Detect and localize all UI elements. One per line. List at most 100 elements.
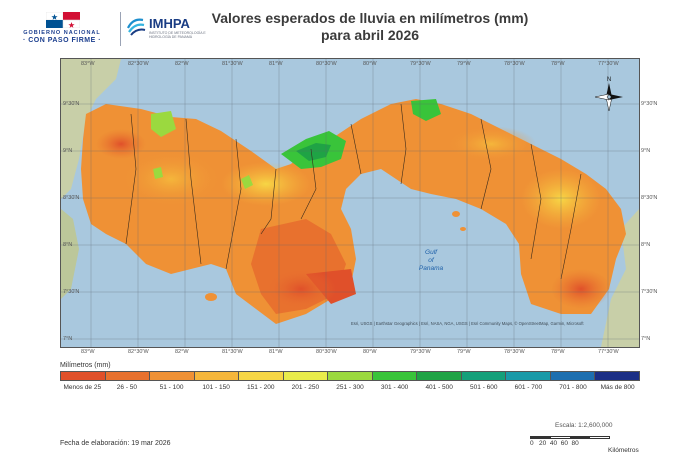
red-darien [551, 269, 611, 309]
top-tick-label: 77°30'W [598, 61, 619, 67]
province-boundaries [125, 103, 582, 280]
left-tick-label: 8°30'N [63, 195, 80, 201]
legend-swatch [328, 372, 373, 380]
right-tick-label: 9°30'N [641, 101, 658, 107]
header: GOBIERNO NACIONAL · CON PASO FIRME · IMH… [0, 0, 699, 58]
legend-label: 51 - 100 [159, 384, 184, 391]
scale-bar-graphic [530, 436, 610, 439]
top-tick-label: 83°W [81, 61, 95, 67]
green-central-dot [241, 175, 253, 189]
legend-label: 201 - 250 [291, 384, 320, 391]
flag-icon [46, 12, 80, 28]
graticule [61, 59, 639, 347]
gulf-label-1: Gulf [425, 249, 438, 256]
scale-numbers: 0 20 40 60 80 [530, 440, 579, 447]
bottom-tick-label: 80°W [363, 349, 377, 355]
top-tick-label: 80°30'W [316, 61, 337, 67]
left-tick-label: 9°N [63, 148, 73, 154]
bottom-tick-label: 81°W [269, 349, 283, 355]
top-tick-label: 78°W [551, 61, 565, 67]
bottom-tick-label: 82°W [175, 349, 189, 355]
bottom-tick-label: 81°30'W [222, 349, 243, 355]
top-tick-label: 80°W [363, 61, 377, 67]
legend-swatch [61, 372, 106, 380]
legend-swatch [194, 372, 240, 380]
map-frame: Gulf of Panama Esri, USGS | Earthstar Ge… [60, 58, 640, 348]
legend-label: Más de 800 [600, 384, 635, 391]
bottom-tick-label: 80°30'W [316, 349, 337, 355]
panama-rainfall-map: Gulf of Panama Esri, USGS | Earthstar Ge… [61, 59, 639, 347]
legend-label: 701 - 800 [559, 384, 587, 391]
scale-unit: Kilómetros [608, 447, 639, 454]
right-tick-label: 7°N [641, 336, 651, 342]
coiba-island [205, 293, 217, 301]
legend-swatch [150, 372, 195, 380]
legend-label: 601 - 700 [514, 384, 543, 391]
gov-logo-line1: GOBIERNO NACIONAL [23, 30, 101, 36]
left-tick-label: 9°30'N [63, 101, 80, 107]
top-tick-label: 79°W [457, 61, 471, 67]
green-bocas [151, 111, 176, 137]
title-line1: Valores esperados de lluvia en milímetro… [211, 10, 529, 26]
bottom-tick-label: 78°W [551, 349, 565, 355]
legend-label: 251 - 300 [336, 384, 364, 391]
legend-swatch [595, 372, 639, 380]
gulf-label-2: of [428, 257, 435, 264]
legend-swatch [239, 372, 284, 380]
pearl-islands [452, 211, 460, 217]
legend-swatch [283, 372, 329, 380]
red-south [266, 269, 336, 309]
legend-swatch [372, 372, 418, 380]
legend-label: Menos de 25 [63, 384, 102, 391]
bottom-tick-label: 79°30'W [410, 349, 431, 355]
gov-logo-line2: · CON PASO FIRME · [22, 37, 102, 44]
title-line2: para abril 2026 [320, 27, 420, 43]
red-west [96, 129, 146, 159]
north-arrow-icon: N [594, 77, 623, 112]
colombia-land [601, 209, 639, 347]
legend-label: 501 - 600 [470, 384, 498, 391]
legend-swatch [506, 372, 551, 380]
green-west-dot [153, 167, 163, 179]
top-tick-label: 81°30'W [222, 61, 243, 67]
legend-label: 26 - 50 [116, 384, 138, 391]
legend-swatch [417, 372, 462, 380]
legend-color-bar [60, 371, 640, 381]
gobierno-logo: GOBIERNO NACIONAL · CON PASO FIRME · [8, 12, 116, 46]
imhpa-swirl-icon [127, 18, 146, 36]
right-tick-label: 8°30'N [641, 195, 658, 201]
legend-label: 101 - 150 [202, 384, 230, 391]
scale-text: Escala: 1:2,600,000 [555, 422, 613, 429]
right-tick-label: 9°N [641, 148, 651, 154]
left-tick-label: 7°30'N [63, 289, 80, 295]
map-attribution: Esri, USGS | Earthstar Geographics | Esr… [351, 321, 584, 326]
top-tick-label: 79°30'W [410, 61, 431, 67]
left-tick-label: 7°N [63, 336, 73, 342]
bottom-tick-label: 83°W [81, 349, 95, 355]
bottom-tick-label: 82°30'W [128, 349, 149, 355]
top-tick-label: 81°W [269, 61, 283, 67]
imhpa-logo: IMHPA INSTITUTO DE METEOROLOGÍA E HIDROL… [125, 12, 206, 46]
costa-rica-land [61, 59, 121, 199]
legend-swatch [105, 372, 151, 380]
yellow-ne [446, 126, 536, 162]
pearl-islands-2 [460, 227, 466, 231]
right-tick-label: 7°30'N [641, 289, 658, 295]
imhpa-name: IMHPA [149, 16, 190, 31]
legend-swatch [550, 372, 596, 380]
logo-separator [120, 12, 121, 46]
legend-swatch [461, 372, 507, 380]
green-colon-core [296, 143, 331, 161]
bottom-tick-label: 77°30'W [598, 349, 619, 355]
legend-label: 151 - 200 [247, 384, 275, 391]
fecha-elaboracion: Fecha de elaboración: 19 mar 2026 [60, 440, 171, 447]
legend-label: 401 - 500 [425, 384, 453, 391]
gulf-label-3: Panama [419, 265, 444, 272]
north-label: N [607, 77, 611, 83]
yellow-west [121, 151, 221, 207]
costa-rica-land-south [61, 209, 79, 299]
top-tick-label: 78°30'W [504, 61, 525, 67]
bottom-tick-label: 79°W [457, 349, 471, 355]
bottom-tick-label: 78°30'W [504, 349, 525, 355]
legend-title: Milímetros (mm) [60, 362, 111, 369]
